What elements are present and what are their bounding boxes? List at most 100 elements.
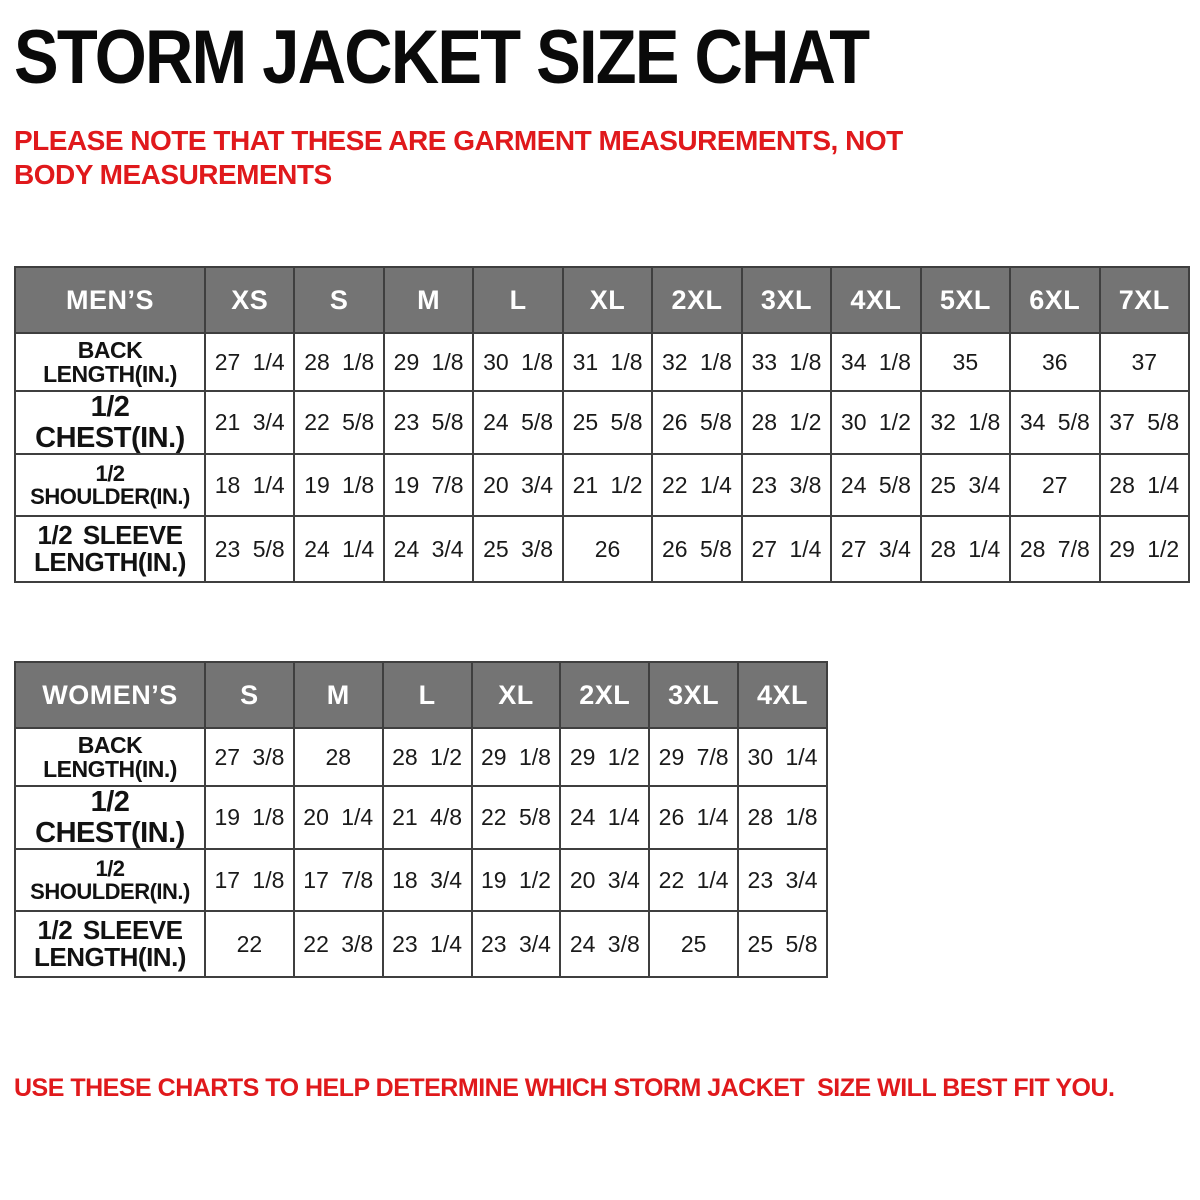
measurement-cell: 26 1/4 <box>648 785 740 851</box>
size-column-header: 3XL <box>740 266 833 335</box>
measurement-cell: 23 3/8 <box>740 453 833 518</box>
row-label-line: 1/2 SLEEVE <box>37 914 183 945</box>
measurement-cell: 27 <box>1009 453 1101 518</box>
size-column-header: M <box>292 661 384 730</box>
measurement-cell: 22 1/4 <box>651 453 743 518</box>
row-label-line: LENGTH(IN.) <box>34 942 186 973</box>
womens-size-table: WOMEN’S S M L XL 2XL 3XL 4XL BACK LENGTH(IN.) 27 … <box>14 661 828 979</box>
measurement-cell: 17 7/8 <box>292 848 384 913</box>
table-row: 1/2 SLEEVE LENGTH(IN.) 23 5/8 24 1/4 24 3/4 2… <box>14 515 1191 584</box>
measurement-cell: 32 1/8 <box>651 332 743 393</box>
measurement-cell: 26 5/8 <box>651 390 743 456</box>
measurement-cell: 24 1/4 <box>293 515 385 584</box>
measurement-cell: 19 1/8 <box>204 785 295 851</box>
measurement-cell: 25 3/8 <box>472 515 564 584</box>
row-label-line: 1/2 SHOULDER(IN.) <box>30 461 190 510</box>
measurement-cell: 34 1/8 <box>830 332 922 393</box>
measurement-cell: 28 1/4 <box>919 515 1012 584</box>
row-label-line: BACK <box>77 337 143 364</box>
measurement-cell: 28 1/8 <box>293 332 385 393</box>
measurement-cell: 33 1/8 <box>740 332 833 393</box>
measurement-row-label: BACK LENGTH(IN.) <box>14 332 206 393</box>
measurement-cell: 23 3/4 <box>737 848 828 913</box>
measurement-cell: 21 1/2 <box>561 453 654 518</box>
row-label-line: 1/2 CHEST(IN.) <box>35 391 185 454</box>
table-row: 1/2 CHEST(IN.) 21 3/4 22 5/8 23 5/8 24 5/8 25… <box>14 390 1191 456</box>
measurement-cell: 26 5/8 <box>651 515 743 584</box>
size-column-header: 6XL <box>1009 266 1101 335</box>
row-label-line: 1/2 SLEEVE <box>37 519 183 550</box>
womens-table-title: WOMEN’S <box>14 661 206 730</box>
measurement-cell: 28 1/2 <box>740 390 833 456</box>
measurement-cell: 23 3/4 <box>470 910 562 979</box>
measurement-cell: 20 3/4 <box>559 848 651 913</box>
row-label-line: LENGTH(IN.) <box>43 361 177 388</box>
measurement-cell: 34 5/8 <box>1009 390 1101 456</box>
size-column-header: L <box>381 661 473 730</box>
measurement-cell: 36 <box>1009 332 1101 393</box>
measurement-cell: 29 1/8 <box>382 332 475 393</box>
measurement-row-label: 1/2 SHOULDER(IN.) <box>14 848 206 913</box>
measurement-row-label: 1/2 CHEST(IN.) <box>14 785 206 851</box>
row-label-line: LENGTH(IN.) <box>34 547 186 578</box>
measurement-cell: 29 7/8 <box>648 727 740 788</box>
measurement-row-label: 1/2 CHEST(IN.) <box>14 390 206 456</box>
size-column-header: 5XL <box>919 266 1012 335</box>
table-row: BACK LENGTH(IN.) 27 1/4 28 1/8 29 1/8 30 1/8 3… <box>14 332 1191 393</box>
row-label-line: 1/2 SHOULDER(IN.) <box>30 855 190 905</box>
row-label-line: BACK <box>77 732 143 759</box>
size-column-header: 3XL <box>648 661 740 730</box>
measurement-cell: 30 1/2 <box>830 390 922 456</box>
size-column-header: XL <box>470 661 562 730</box>
mens-header-row: MEN’S XS S M L XL 2XL 3XL 4XL 5XL 6XL 7XL <box>14 266 1191 335</box>
measurement-cell: 26 <box>561 515 654 584</box>
measurement-cell: 27 3/8 <box>204 727 295 788</box>
size-column-header: S <box>204 661 295 730</box>
measurement-cell: 21 4/8 <box>381 785 473 851</box>
measurement-cell: 29 1/2 <box>1098 515 1191 584</box>
table-row: 1/2 SLEEVE LENGTH(IN.) 22 22 3/8 23 1/4 23 3/… <box>14 910 828 979</box>
table-row: BACK LENGTH(IN.) 27 3/8 28 28 1/2 29 1/8 29 1/… <box>14 727 828 788</box>
measurement-row-label: BACK LENGTH(IN.) <box>14 727 206 788</box>
measurement-cell: 37 5/8 <box>1098 390 1191 456</box>
footer-note: USE THESE CHARTS TO HELP DETERMINE WHICH… <box>14 1074 1115 1103</box>
size-column-header: XL <box>561 266 654 335</box>
measurement-cell: 27 1/4 <box>740 515 833 584</box>
measurement-cell: 31 1/8 <box>561 332 654 393</box>
size-column-header: L <box>472 266 564 335</box>
size-column-header: 7XL <box>1098 266 1191 335</box>
mens-table-title: MEN’S <box>14 266 206 335</box>
garment-measurement-note: PLEASE NOTE THAT THESE ARE GARMENT MEASU… <box>14 125 903 191</box>
measurement-cell: 21 3/4 <box>203 390 296 456</box>
measurement-row-label: 1/2 SHOULDER(IN.) <box>14 453 206 518</box>
row-label-line: LENGTH(IN.) <box>43 756 177 783</box>
measurement-cell: 25 5/8 <box>561 390 654 456</box>
measurement-cell: 24 5/8 <box>830 453 922 518</box>
measurement-cell: 22 5/8 <box>293 390 385 456</box>
measurement-cell: 23 5/8 <box>382 390 475 456</box>
table-row: 1/2 SHOULDER(IN.) 18 1/4 19 1/8 19 7/8 20 3/… <box>14 453 1191 518</box>
mens-size-table: MEN’S XS S M L XL 2XL 3XL 4XL 5XL 6XL 7XL BACK LENGT… <box>14 266 1191 584</box>
measurement-cell: 19 1/8 <box>293 453 385 518</box>
size-column-header: 2XL <box>559 661 651 730</box>
measurement-cell: 18 1/4 <box>203 453 296 518</box>
measurement-cell: 20 1/4 <box>292 785 384 851</box>
row-label-line: 1/2 CHEST(IN.) <box>35 786 185 849</box>
measurement-cell: 24 3/8 <box>559 910 651 979</box>
measurement-cell: 28 1/4 <box>1098 453 1191 518</box>
measurement-cell: 23 1/4 <box>381 910 473 979</box>
measurement-cell: 18 3/4 <box>381 848 473 913</box>
size-column-header: S <box>293 266 385 335</box>
size-column-header: XS <box>203 266 296 335</box>
size-column-header: M <box>382 266 475 335</box>
measurement-cell: 25 <box>648 910 740 979</box>
table-row: 1/2 SHOULDER(IN.) 17 1/8 17 7/8 18 3/4 19 1/… <box>14 848 828 913</box>
measurement-cell: 23 5/8 <box>203 515 296 584</box>
measurement-cell: 20 3/4 <box>472 453 564 518</box>
measurement-cell: 22 1/4 <box>648 848 740 913</box>
womens-header-row: WOMEN’S S M L XL 2XL 3XL 4XL <box>14 661 828 730</box>
measurement-cell: 29 1/8 <box>470 727 562 788</box>
measurement-cell: 25 3/4 <box>919 453 1012 518</box>
measurement-cell: 37 <box>1098 332 1191 393</box>
